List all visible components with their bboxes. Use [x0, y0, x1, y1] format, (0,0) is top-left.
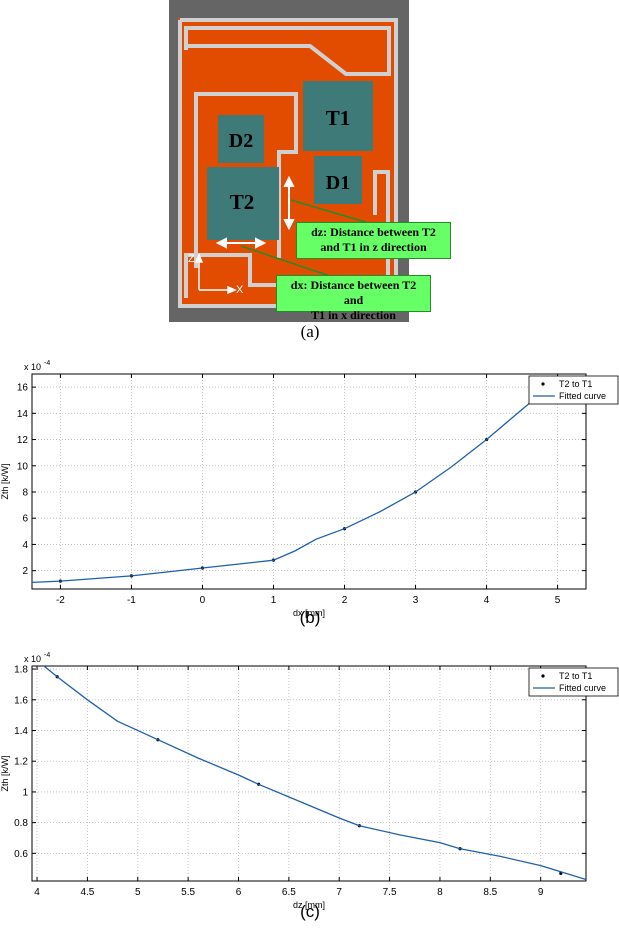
legend-box	[528, 375, 619, 405]
callout-dz-prefix: dz:	[311, 225, 328, 239]
x-tick-label: 5	[135, 887, 141, 898]
x-tick-label: 2	[342, 595, 348, 606]
x-tick-label: 5.5	[181, 887, 195, 898]
callout-dx: dx: Distance between T2 and T1 in x dire…	[276, 275, 431, 322]
x-tick-label: 8.5	[483, 887, 497, 898]
x-tick-label: 8	[437, 887, 443, 898]
chip-d2	[218, 115, 264, 163]
y-tick-label: 1.4	[14, 726, 28, 737]
label-d1: D1	[326, 172, 350, 194]
axis-label-x: X	[236, 284, 244, 296]
callout-leaders	[240, 199, 373, 277]
y-tick-label: 4	[22, 540, 28, 551]
y-tick-label: 1	[22, 787, 28, 798]
legend-label-points: T2 to T1	[559, 379, 592, 389]
chart-c-zth-vs-dz: 4 4.5 5 5.5 6 6.5 7 7.5 8 8.5 9 0.6 0.8 1 1.2 1.4 1.6 1.8…	[0, 652, 619, 921]
axes-frame	[31, 665, 587, 882]
x-tick-label: 5	[555, 595, 561, 606]
caption-a: (a)	[300, 322, 320, 341]
legend-label-line: Fitted curve	[559, 683, 606, 693]
series-line-fitted-curve	[42, 666, 586, 881]
x-tick-label: 0	[200, 595, 206, 606]
callout-dz-text: Distance between T2	[327, 225, 436, 239]
y-tick-label: 10	[17, 461, 29, 472]
y-tick-label: 14	[17, 409, 29, 420]
label-d2: D2	[229, 130, 253, 152]
x-tick-label: 4	[34, 887, 40, 898]
legend-label-points: T2 to T1	[559, 671, 592, 681]
y-tick-label: 0.8	[14, 818, 28, 829]
exponent-label: x 10	[24, 362, 41, 372]
y-axis-label: Zth [k/W]	[0, 756, 10, 792]
exponent-value: -4	[44, 652, 50, 659]
x-tick-label: 6	[236, 887, 242, 898]
label-t2: T2	[230, 190, 255, 214]
dz-arrow	[283, 175, 295, 231]
legend-label-line: Fitted curve	[559, 391, 606, 401]
callout-dx-line2: T1 in x direction	[311, 308, 396, 322]
y-tick-label: 1.6	[14, 695, 28, 706]
x-axis-label: dx [mm]	[293, 608, 325, 618]
coordinate-axes	[194, 253, 237, 295]
x-axis-label: dz [mm]	[293, 900, 325, 910]
x-tick-label: 1	[271, 595, 277, 606]
board-substrate	[178, 18, 398, 308]
y-tick-label: 1.2	[14, 757, 28, 768]
callout-dx-text: Distance between T2 and	[307, 278, 417, 307]
x-tick-label: 4.5	[80, 887, 94, 898]
axis-label-z: Z	[188, 253, 195, 265]
chip-d1	[314, 156, 362, 204]
chart-caption: (b)	[300, 608, 321, 627]
x-tick-label: 9	[538, 887, 544, 898]
figure-a: T1 D2 D1 T2 Z X dz: Dista	[0, 0, 619, 345]
callout-dz: dz: Distance between T2 and T1 in z dire…	[296, 222, 451, 259]
chip-t2	[207, 167, 279, 240]
axes-frame	[31, 373, 587, 590]
y-tick-label: 16	[17, 383, 29, 394]
callout-dz-line1: dz: Distance between T2	[301, 225, 446, 240]
y-axis-label: Zth [k/W]	[0, 464, 10, 500]
x-tick-label: 7	[336, 887, 342, 898]
y-tick-label: 6	[22, 514, 28, 525]
plot-area	[32, 374, 586, 589]
x-tick-label: 7.5	[383, 887, 397, 898]
callout-dx-line1: dx: Distance between T2 and	[281, 278, 426, 308]
exponent-value: -4	[44, 360, 50, 367]
y-tick-label: 0.6	[14, 849, 28, 860]
callout-dx-prefix: dx:	[290, 278, 308, 292]
dx-arrow	[215, 237, 267, 249]
callout-dz-line2: and T1 in z direction	[320, 240, 427, 254]
legend-box	[528, 667, 619, 697]
x-tick-label: 6.5	[282, 887, 296, 898]
pcb-layout-diagram: T1 D2 D1 T2 Z X	[169, 0, 409, 322]
x-tick-label: -1	[127, 595, 136, 606]
legend-marker-points	[541, 674, 545, 678]
x-tick-label: -2	[56, 595, 65, 606]
chip-t1	[303, 81, 373, 151]
y-tick-label: 12	[17, 435, 29, 446]
y-tick-label: 2	[22, 566, 28, 577]
x-tick-label: 3	[413, 595, 419, 606]
y-tick-label: 8	[22, 487, 28, 498]
x-tick-label: 4	[484, 595, 490, 606]
y-tick-label: 1.8	[14, 665, 28, 676]
label-t1: T1	[326, 106, 351, 130]
exponent-label: x 10	[24, 654, 41, 664]
legend-marker-points	[541, 382, 545, 386]
plot-area	[32, 666, 586, 881]
series-line-fitted-curve	[32, 397, 537, 584]
chart-caption: (c)	[300, 902, 320, 921]
